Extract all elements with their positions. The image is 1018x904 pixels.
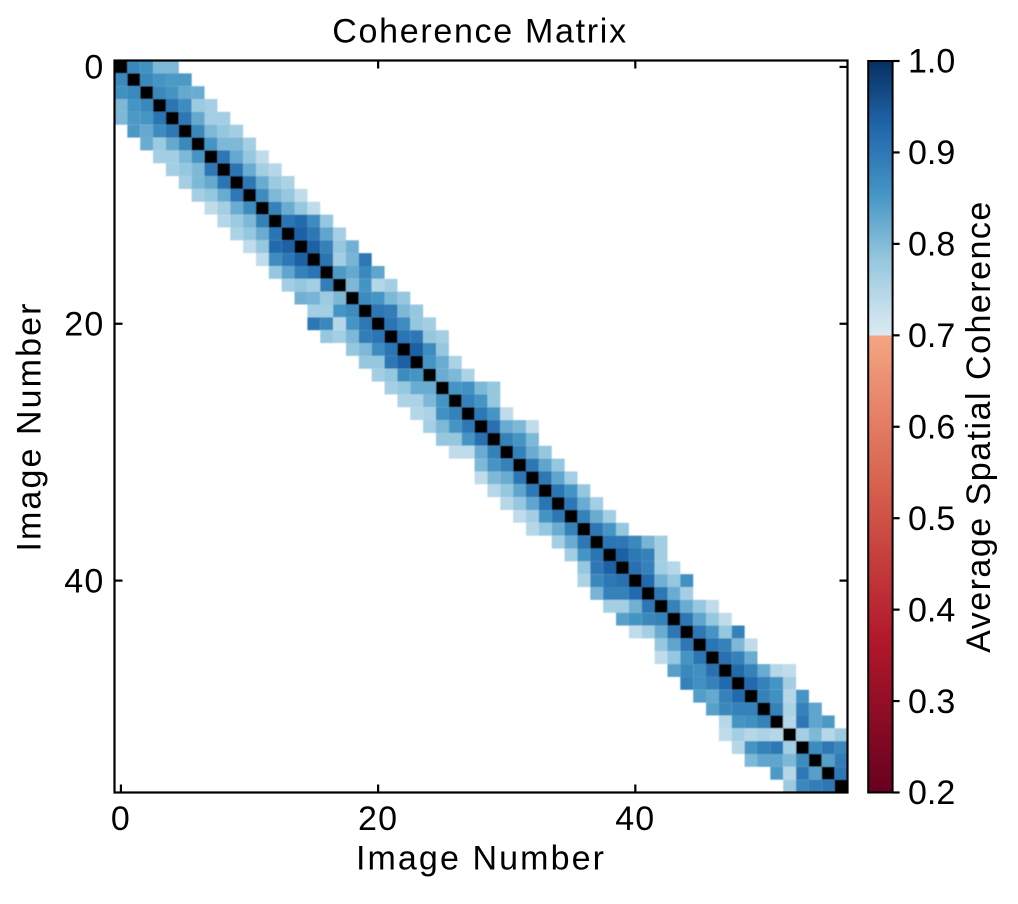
svg-text:0.2: 0.2 [908,774,955,812]
svg-text:Average Spatial Coherence: Average Spatial Coherence [960,200,998,653]
svg-text:40: 40 [64,562,104,600]
svg-text:0.4: 0.4 [908,591,955,629]
svg-text:Image Number: Image Number [11,301,49,551]
svg-text:0.8: 0.8 [908,226,955,264]
svg-text:0.7: 0.7 [908,317,955,355]
svg-text:0.5: 0.5 [908,500,955,538]
svg-text:Image Number: Image Number [356,840,606,878]
svg-text:40: 40 [615,800,655,838]
svg-text:0: 0 [111,800,131,838]
svg-text:0.3: 0.3 [908,683,955,721]
svg-text:Coherence Matrix: Coherence Matrix [332,12,628,50]
svg-text:0.6: 0.6 [908,408,955,446]
svg-text:0: 0 [84,49,104,87]
svg-text:20: 20 [64,305,104,343]
svg-text:1.0: 1.0 [908,43,955,81]
svg-text:0.9: 0.9 [908,134,955,172]
svg-text:20: 20 [358,800,398,838]
